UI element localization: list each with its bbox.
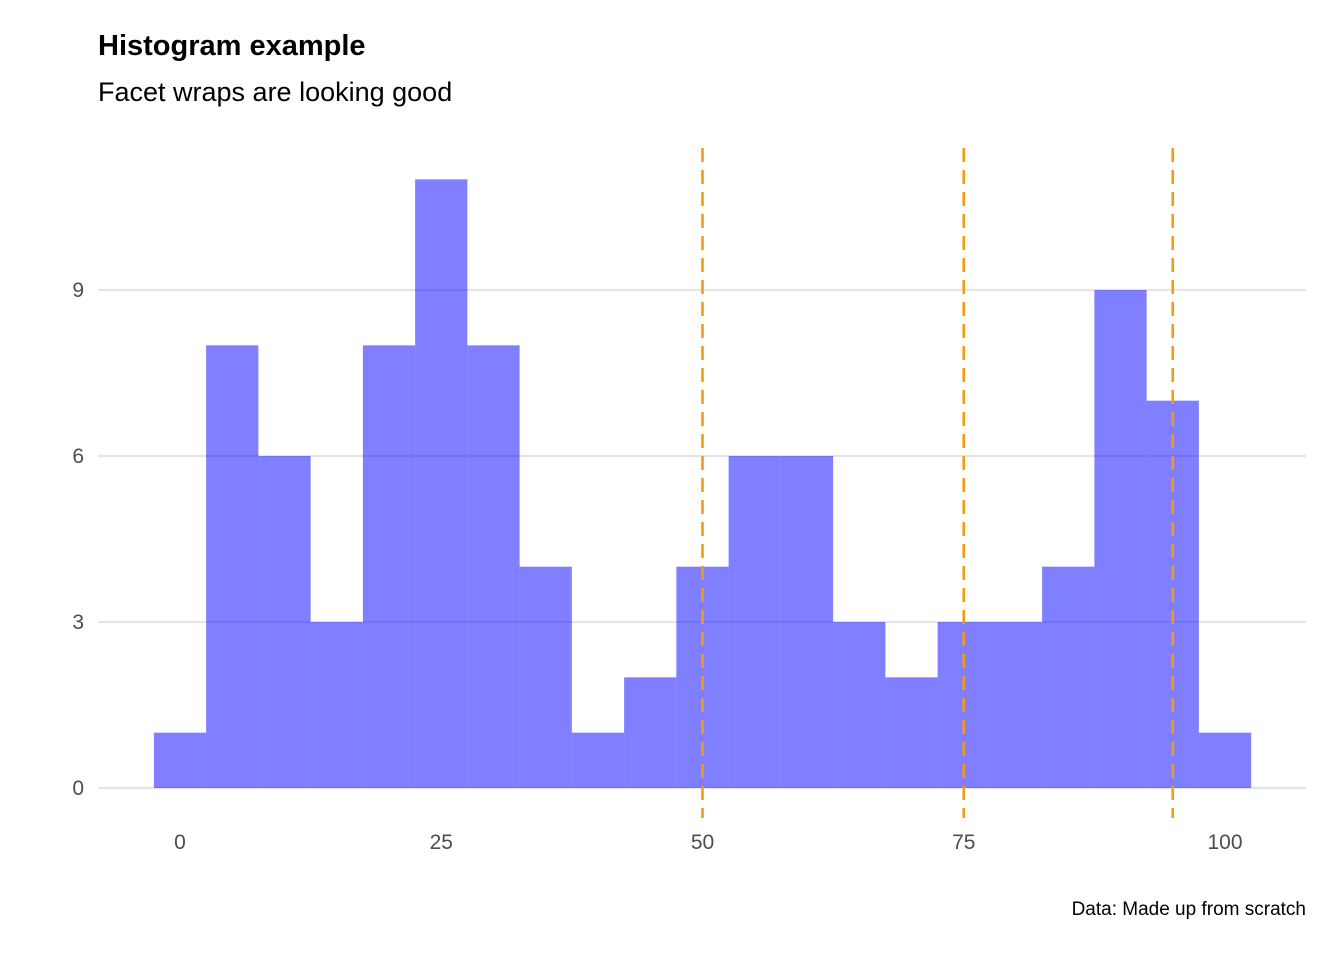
histogram-bar (153, 732, 207, 788)
histogram-bar (467, 345, 520, 788)
histogram-bar (519, 566, 572, 788)
histogram-bar (415, 179, 468, 789)
y-tick-label: 0 (72, 777, 84, 800)
histogram-bar (571, 732, 625, 788)
y-tick-label: 9 (72, 279, 84, 302)
histogram-bar (310, 622, 363, 788)
histogram-bar (1042, 566, 1095, 788)
histogram-bar (624, 677, 677, 788)
histogram-bar (206, 345, 259, 788)
x-tick-label: 25 (430, 831, 453, 854)
histogram-bar (1094, 290, 1147, 788)
x-tick-label: 0 (174, 831, 186, 854)
x-axis-tick-labels: 0 25 50 75 100 (174, 831, 1242, 854)
histogram-bar (885, 677, 938, 788)
reference-lines (701, 148, 1175, 818)
histogram-bar (728, 456, 781, 788)
chart-title: Histogram example (98, 30, 366, 62)
histogram-bar (362, 345, 416, 788)
histogram-bar (989, 622, 1043, 788)
x-tick-label: 50 (691, 831, 714, 854)
histogram-bar (833, 622, 886, 788)
y-axis-tick-labels: 0 3 6 9 (72, 279, 84, 800)
chart-subtitle: Facet wraps are looking good (98, 77, 453, 107)
histogram-bar (780, 456, 834, 788)
histogram-bars (153, 179, 1252, 789)
x-tick-label: 100 (1207, 831, 1242, 854)
histogram-bar (1198, 732, 1252, 788)
chart-caption: Data: Made up from scratch (1071, 899, 1306, 920)
y-tick-label: 6 (72, 445, 84, 468)
y-tick-label: 3 (72, 611, 84, 634)
histogram-bar (258, 456, 311, 788)
x-tick-label: 75 (952, 831, 975, 854)
